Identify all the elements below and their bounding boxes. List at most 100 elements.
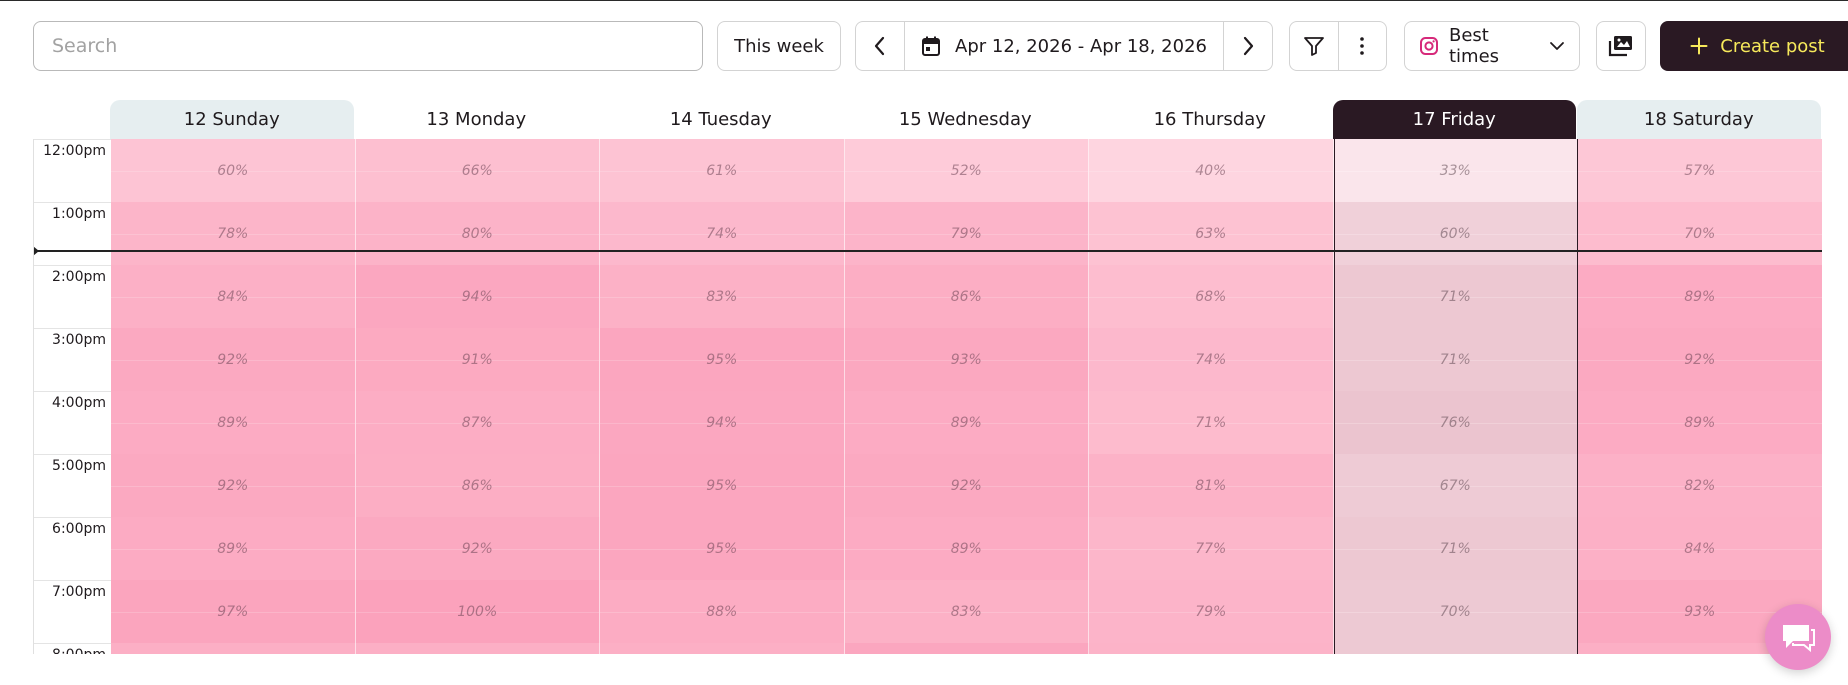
engagement-score: 40% <box>1195 162 1227 179</box>
time-slot-cell[interactable]: 87% <box>355 391 600 454</box>
time-slot-cell[interactable]: 89% <box>1578 391 1822 454</box>
time-slot-cell[interactable]: 92% <box>111 454 356 517</box>
time-slot-cell[interactable]: 89% <box>111 391 356 454</box>
time-slot-cell[interactable]: 70% <box>1333 580 1578 643</box>
time-slot-cell[interactable]: 95% <box>600 328 845 391</box>
time-slot-cell[interactable]: 67% <box>1333 454 1578 517</box>
time-slot-cell[interactable] <box>111 643 356 654</box>
plus-icon <box>1690 37 1708 55</box>
time-slot-cell[interactable]: 76% <box>1333 391 1578 454</box>
time-slot-cell[interactable]: 61% <box>600 139 845 202</box>
time-slot-cell[interactable]: 71% <box>1333 517 1578 580</box>
hour-divider <box>34 643 111 644</box>
time-slot-cell[interactable]: 86% <box>355 454 600 517</box>
time-slot-cell[interactable]: 92% <box>111 328 356 391</box>
day-header[interactable]: 16 Thursday <box>1153 109 1266 130</box>
time-slot-cell[interactable]: 71% <box>1089 391 1334 454</box>
time-slot-cell[interactable]: 94% <box>355 265 600 328</box>
time-slot-cell[interactable]: 91% <box>355 328 600 391</box>
time-slot-cell[interactable]: 40% <box>1089 139 1334 202</box>
heatmap-grid: 12:00pm 1:00pm 2:00pm 3:00pm 4:00pm 5:00pm 6:0… <box>33 139 1822 654</box>
time-slot-cell[interactable]: 89% <box>111 517 356 580</box>
chevron-left-icon <box>874 36 885 56</box>
time-slot-cell[interactable]: 94% <box>600 391 845 454</box>
media-library-button[interactable] <box>1596 21 1646 71</box>
best-times-dropdown[interactable]: Best times <box>1404 21 1580 71</box>
time-slot-cell[interactable]: 83% <box>844 580 1089 643</box>
time-slot-cell[interactable]: 71% <box>1333 265 1578 328</box>
time-slot-cell[interactable]: 63% <box>1089 202 1334 265</box>
time-slot-cell[interactable]: 66% <box>355 139 600 202</box>
engagement-score: 79% <box>950 225 982 242</box>
time-slot-cell[interactable]: 95% <box>600 517 845 580</box>
previous-week-button[interactable] <box>856 22 904 70</box>
time-slot-cell[interactable] <box>1089 643 1334 654</box>
hour-divider <box>34 202 111 203</box>
time-slot-cell[interactable]: 57% <box>1578 139 1822 202</box>
chevron-down-icon <box>1550 42 1564 50</box>
day-header[interactable]: 15 Wednesday <box>898 109 1032 130</box>
time-slot-cell[interactable]: 60% <box>111 139 356 202</box>
time-slot-cell[interactable]: 100% <box>355 580 600 643</box>
time-slot-cell[interactable]: 71% <box>1333 328 1578 391</box>
time-slot-cell[interactable]: 79% <box>844 202 1089 265</box>
time-slot-cell[interactable]: 88% <box>600 580 845 643</box>
time-slot-cell[interactable]: 81% <box>1089 454 1334 517</box>
time-slot-cell[interactable]: 82% <box>1578 454 1822 517</box>
filter-button[interactable] <box>1290 22 1338 70</box>
time-label: 7:00pm <box>52 584 106 600</box>
engagement-score: 84% <box>217 288 249 305</box>
time-slot-cell[interactable]: 97% <box>111 580 356 643</box>
more-options-button[interactable] <box>1339 22 1387 70</box>
day-header[interactable]: 14 Tuesday <box>669 109 772 130</box>
time-slot-cell[interactable] <box>844 643 1089 654</box>
engagement-score: 95% <box>706 540 738 557</box>
time-slot-cell[interactable]: 68% <box>1089 265 1334 328</box>
time-slot-cell[interactable]: 74% <box>600 202 845 265</box>
create-post-button[interactable]: Create post <box>1660 21 1848 71</box>
engagement-score: 71% <box>1195 414 1227 431</box>
day-header[interactable]: 13 Monday <box>426 109 527 130</box>
engagement-score: 67% <box>1439 477 1471 494</box>
time-slot-cell[interactable] <box>355 643 600 654</box>
time-slot-cell[interactable]: 52% <box>844 139 1089 202</box>
time-slot-cell[interactable] <box>1333 643 1578 654</box>
time-slot-cell[interactable]: 83% <box>600 265 845 328</box>
time-slot-cell[interactable]: 78% <box>111 202 356 265</box>
engagement-score: 74% <box>706 225 738 242</box>
day-header[interactable]: 17 Friday <box>1332 100 1576 139</box>
time-slot-cell[interactable]: 74% <box>1089 328 1334 391</box>
this-week-button[interactable]: This week <box>717 21 841 71</box>
day-header[interactable]: 12 Sunday <box>110 100 354 139</box>
time-slot-cell[interactable]: 92% <box>355 517 600 580</box>
time-slot-cell[interactable]: 80% <box>355 202 600 265</box>
time-slot-cell[interactable]: 86% <box>844 265 1089 328</box>
top-border <box>0 0 1848 1</box>
time-slot-cell[interactable]: 95% <box>600 454 845 517</box>
time-slot-cell[interactable]: 77% <box>1089 517 1334 580</box>
time-slot-cell[interactable]: 89% <box>1578 265 1822 328</box>
time-slot-cell[interactable]: 60% <box>1333 202 1578 265</box>
time-slot-cell[interactable]: 93% <box>844 328 1089 391</box>
time-slot-cell[interactable]: 70% <box>1578 202 1822 265</box>
date-range-button[interactable]: Apr 12, 2026 - Apr 18, 2026 <box>905 22 1223 70</box>
day-header[interactable]: 18 Saturday <box>1577 100 1821 139</box>
engagement-score: 68% <box>1195 288 1227 305</box>
engagement-score: 33% <box>1439 162 1471 179</box>
time-slot-cell[interactable]: 84% <box>111 265 356 328</box>
time-slot-cell[interactable]: 79% <box>1089 580 1334 643</box>
time-slot-cell[interactable]: 92% <box>1578 328 1822 391</box>
time-slot-cell[interactable] <box>600 643 845 654</box>
time-slot-cell[interactable]: 84% <box>1578 517 1822 580</box>
engagement-score: 60% <box>217 162 249 179</box>
time-slot-cell[interactable]: 89% <box>844 517 1089 580</box>
time-slot-cell[interactable]: 89% <box>844 391 1089 454</box>
time-slot-cell[interactable]: 92% <box>844 454 1089 517</box>
filter-options-group <box>1289 21 1387 71</box>
next-week-button[interactable] <box>1224 22 1272 70</box>
more-vertical-icon <box>1360 37 1365 55</box>
chat-button[interactable] <box>1765 604 1831 670</box>
time-slot-cell[interactable]: 33% <box>1333 139 1578 202</box>
search-input[interactable] <box>33 21 703 71</box>
hour-divider <box>34 580 111 581</box>
